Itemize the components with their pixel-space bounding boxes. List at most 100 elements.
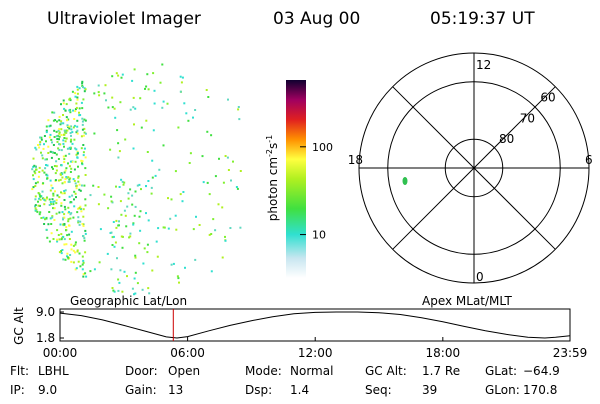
pixel [80, 135, 83, 138]
pixel [42, 147, 45, 150]
pixel [76, 152, 79, 155]
pixel [56, 229, 59, 232]
pixel [156, 255, 159, 258]
pixel [72, 249, 75, 252]
pixel [69, 213, 72, 216]
pixel [44, 167, 47, 170]
pixel [152, 72, 155, 75]
pixel [37, 200, 39, 203]
pixel [176, 275, 179, 278]
pixel [134, 205, 137, 208]
pixel [97, 186, 100, 188]
pixel [79, 189, 82, 192]
pixel [44, 218, 46, 221]
pixel [81, 162, 83, 165]
pixel [116, 257, 118, 260]
pixel [133, 123, 135, 126]
pixel [32, 157, 35, 160]
pixel [38, 197, 41, 200]
field-label: Mode: [245, 364, 282, 378]
pixel [37, 175, 40, 178]
pixel [34, 166, 37, 169]
pixel [72, 126, 75, 129]
pixel [52, 119, 55, 122]
pixel [40, 217, 43, 219]
pixel [58, 238, 61, 241]
pixel [151, 269, 154, 272]
pixel [38, 204, 41, 207]
pixel [210, 233, 213, 235]
pixel [167, 227, 170, 230]
pixel [229, 227, 232, 229]
pixel [71, 194, 74, 197]
pixel [68, 233, 71, 236]
pixel [115, 226, 118, 229]
pixel [61, 176, 64, 179]
left-title: Geographic Lat/Lon [70, 294, 187, 308]
x-tick-label: 12:00 [298, 346, 333, 360]
pixel [67, 180, 70, 183]
pixel [84, 251, 87, 254]
pixel [170, 263, 173, 266]
pixel [68, 146, 71, 149]
pixel [64, 154, 67, 157]
pixel [70, 138, 73, 141]
colorbar-label-part: -1 [265, 135, 274, 143]
pixel [122, 183, 125, 186]
pixel [64, 140, 67, 143]
pixel [201, 155, 204, 158]
pixel [32, 186, 35, 189]
pixel [81, 128, 84, 131]
pixel [76, 129, 79, 132]
pixel [115, 219, 118, 222]
pixel [76, 250, 79, 253]
pixel [70, 134, 72, 137]
pixel [74, 182, 77, 185]
pixel [62, 139, 65, 142]
field-value: 170.8 [523, 383, 557, 397]
pixel [119, 269, 122, 272]
pixel [111, 244, 114, 246]
pixel [70, 248, 73, 251]
pixel [59, 173, 62, 176]
pixel [140, 126, 143, 129]
pixel [194, 109, 197, 111]
pixel [237, 108, 240, 111]
pixel [167, 197, 169, 200]
pixel [82, 154, 85, 157]
pixel [162, 100, 165, 103]
pixel [117, 142, 120, 145]
pixel [134, 271, 137, 274]
pixel [48, 125, 51, 128]
pixel [59, 143, 62, 146]
pixel [39, 143, 42, 146]
pixel [83, 127, 86, 130]
pixel [49, 133, 52, 136]
pixel [113, 245, 116, 248]
pixel [74, 108, 77, 111]
pixel [161, 106, 164, 109]
pixel [152, 129, 155, 132]
pixel [62, 223, 65, 226]
pixel [50, 156, 53, 159]
pixel [120, 76, 123, 79]
pixel [50, 232, 53, 235]
pixel [45, 158, 48, 161]
pixel [109, 148, 112, 151]
pixel [74, 147, 77, 150]
pixel [227, 169, 230, 171]
pixel [103, 92, 106, 95]
pixel [227, 98, 229, 101]
pixel [81, 80, 84, 83]
pixel [45, 164, 47, 166]
field-value: 39 [422, 383, 437, 397]
pixel [75, 196, 77, 199]
pixel [50, 203, 52, 206]
pixel [58, 148, 61, 151]
pixel [78, 252, 81, 255]
pixel [62, 142, 65, 145]
pixel [32, 165, 35, 168]
pixel [189, 152, 192, 155]
pixel [129, 232, 132, 235]
pixel [63, 223, 66, 225]
